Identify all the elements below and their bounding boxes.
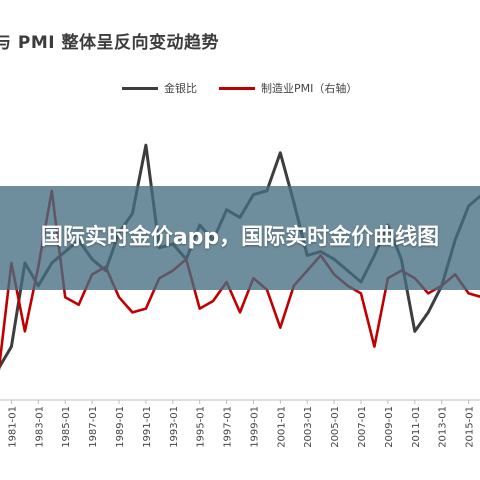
legend-label-pmi: 制造业PMI（右轴）	[261, 82, 358, 95]
point-gold-silver-ratio-31	[413, 330, 416, 333]
point-pmi-32	[427, 292, 430, 295]
x-tick-label: 2015-01	[465, 406, 476, 448]
legend-swatch-pmi	[219, 86, 255, 90]
overlay-banner: 国际实时金价app，国际实时金价曲线图	[0, 186, 480, 290]
overlay-headline: 国际实时金价app，国际实时金价曲线图	[40, 225, 440, 250]
x-tick-label: 2001-01	[276, 406, 287, 448]
x-tick-label: 1997-01	[223, 406, 234, 448]
x-tick-label: 2003-01	[303, 406, 314, 448]
point-gold-silver-ratio-1	[10, 345, 13, 348]
x-tick-label: 1983-01	[34, 406, 45, 448]
point-pmi-10	[131, 311, 134, 314]
legend-item-pmi: 制造业PMI（右轴）	[219, 80, 357, 96]
point-pmi-27	[360, 292, 362, 295]
x-tick-label: 1989-01	[115, 406, 126, 448]
x-tick-label: 1999-01	[249, 406, 260, 448]
x-tick-label: 1987-01	[88, 406, 99, 448]
point-pmi-11	[145, 307, 147, 310]
point-pmi-21	[279, 326, 282, 329]
point-pmi-9	[118, 296, 120, 299]
x-tick-label: 2005-01	[330, 406, 341, 448]
point-pmi-18	[239, 311, 241, 314]
point-pmi-35	[467, 292, 470, 295]
point-pmi-28	[373, 345, 376, 348]
chart-legend: 金银比 制造业PMI（右轴）	[122, 80, 379, 96]
point-pmi-2	[24, 330, 26, 333]
x-tick-label: 2007-01	[357, 406, 368, 448]
point-gold-silver-ratio-11	[145, 144, 147, 146]
point-pmi-6	[77, 304, 80, 306]
point-pmi-15	[198, 307, 201, 310]
point-gold-silver-ratio-21	[279, 152, 282, 154]
point-gold-silver-ratio-32	[427, 311, 430, 314]
x-tick-label: 2009-01	[384, 406, 395, 448]
x-tick-label: 1985-01	[61, 406, 72, 448]
point-pmi-16	[212, 300, 214, 302]
legend-swatch-gold-silver-ratio	[122, 86, 158, 90]
chart-title: 与 PMI 整体呈反向变动趋势	[0, 33, 220, 53]
x-tick-label: 1981-01	[7, 406, 18, 448]
x-tick-label: 2011-01	[411, 406, 422, 448]
point-pmi-5	[64, 296, 67, 299]
legend-item-gold-silver-ratio: 金银比	[122, 80, 197, 96]
x-tick-label: 2013-01	[438, 406, 449, 448]
x-tick-label: 1991-01	[142, 406, 153, 448]
legend-label-gold-silver-ratio: 金银比	[164, 82, 197, 95]
x-tick-label: 1993-01	[169, 406, 180, 448]
x-tick-label: 1995-01	[196, 406, 207, 448]
